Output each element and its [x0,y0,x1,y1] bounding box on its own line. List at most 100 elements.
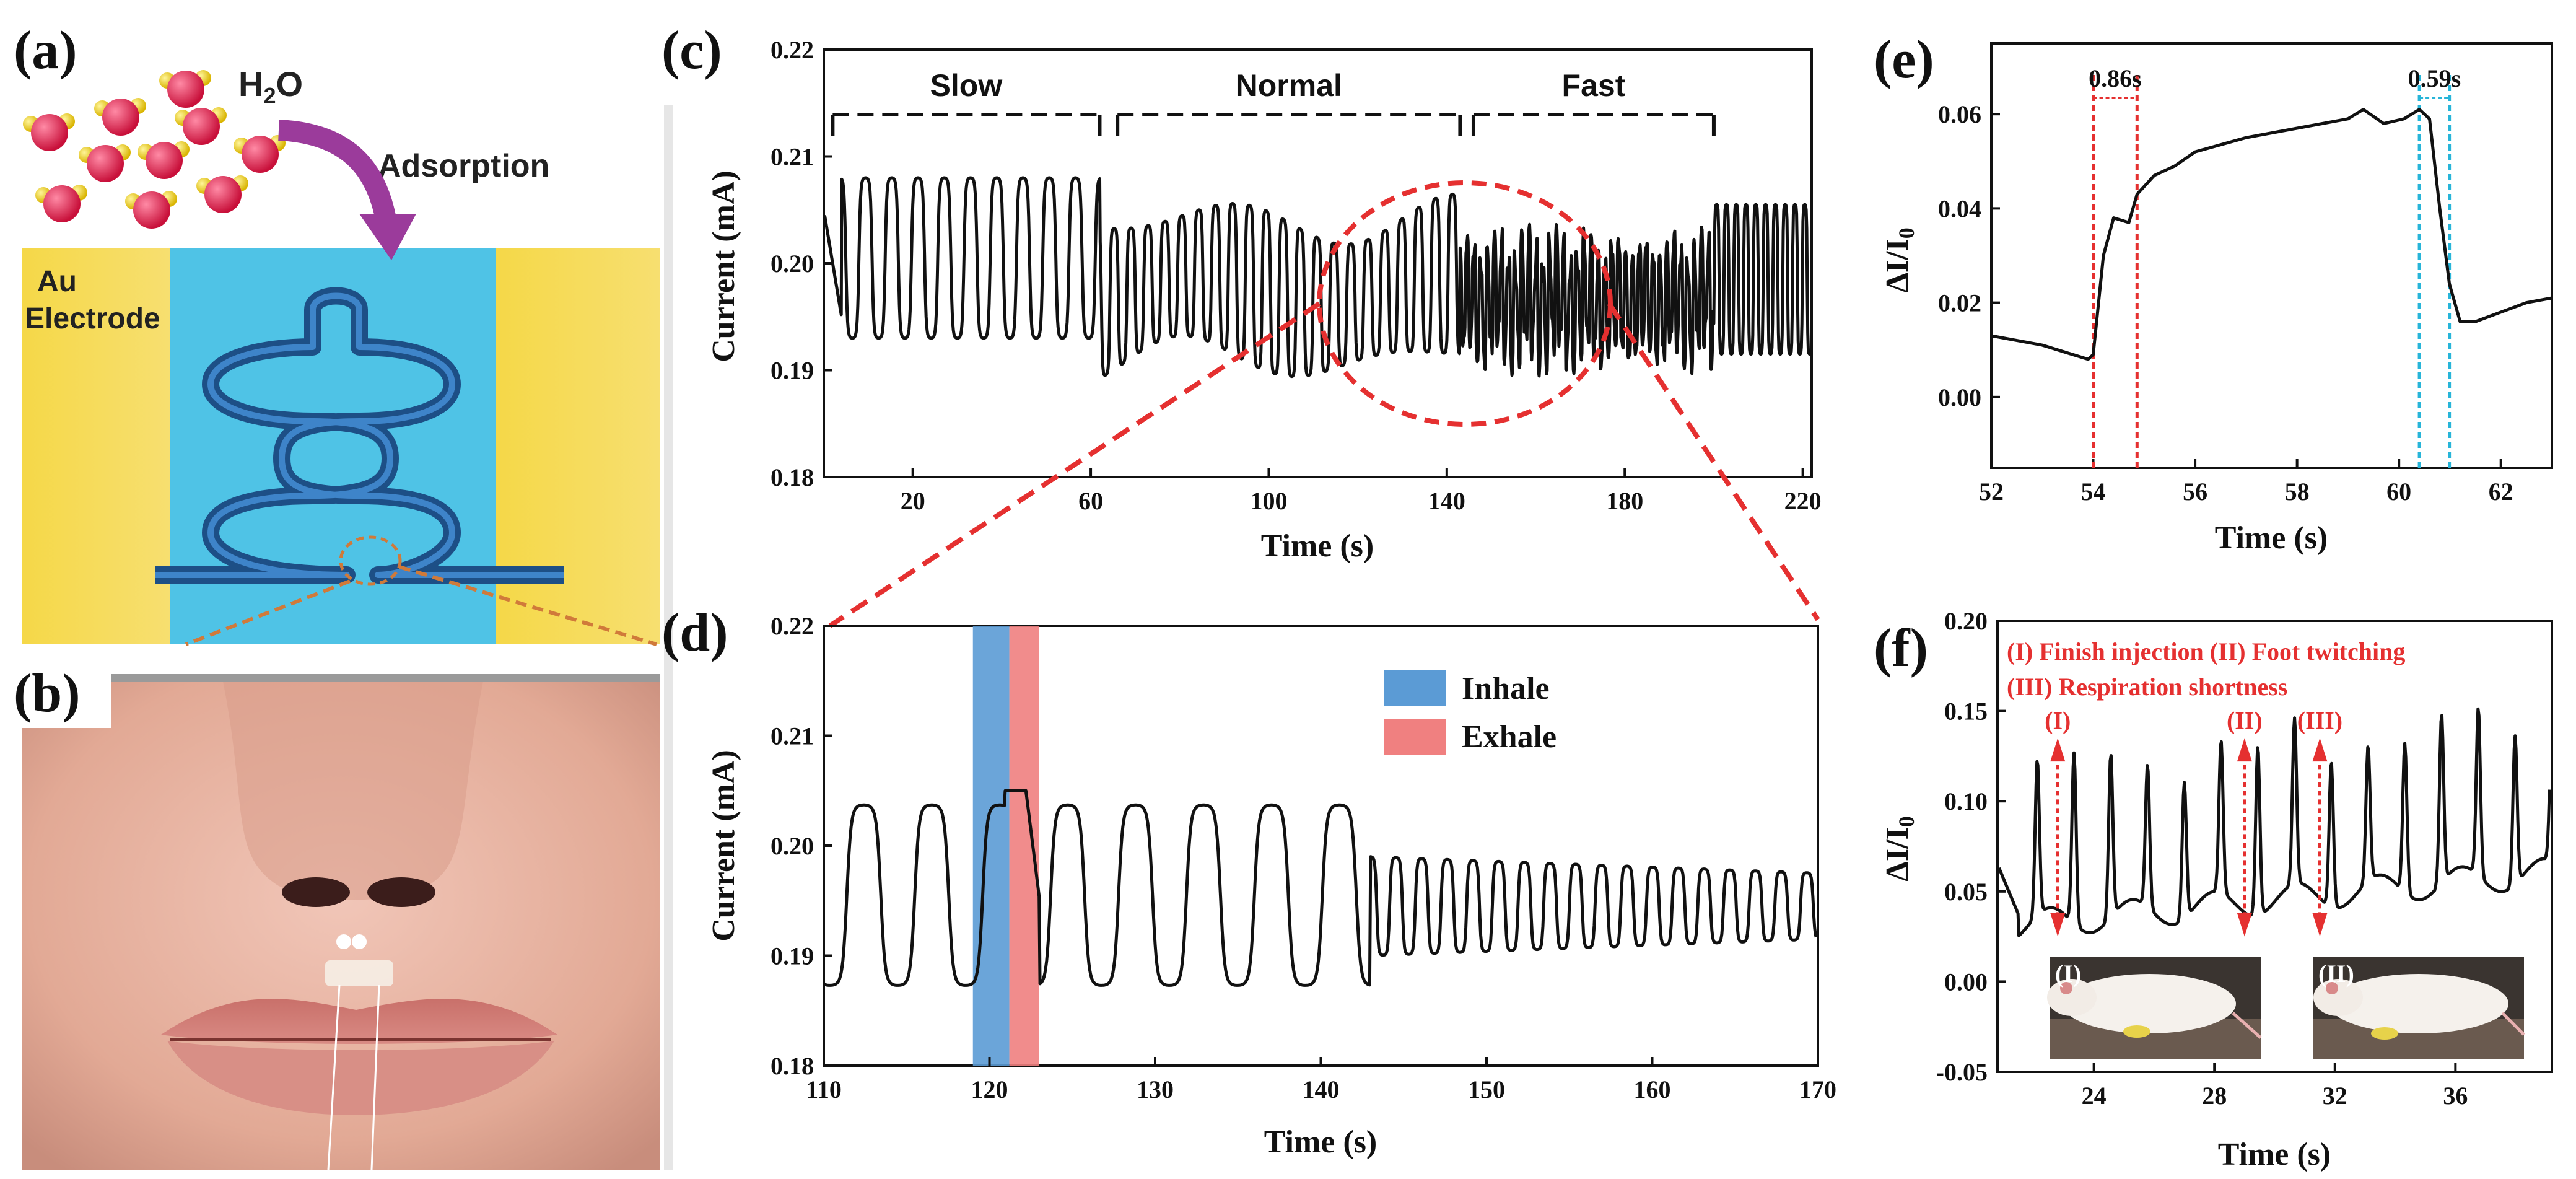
zoom-line-b [185,579,351,646]
zoom-line-c-d-left [828,301,1321,628]
rat-inset-2: (II) [2313,957,2525,1059]
oxygen-atom [102,99,139,136]
event-arrowhead [2237,913,2252,937]
plot-d-legend-inhale-swatch [1384,670,1446,706]
plot-c-ylabel: Current (mA) [706,170,741,362]
rat-inset-1: (I) [2047,957,2262,1059]
sensor-patch [325,960,393,986]
plot-c-ticks: 20 60 100 140 180 220 0.18 0.19 0.20 0.21 0.22 [771,36,1822,515]
annotation-label: 0.59s [2408,64,2461,92]
plot-f-series-response [1997,707,2551,937]
plot-f-ylabel: ΔI/I0 [1880,816,1919,882]
panel-b-label: (b) [14,664,81,724]
x-tick-label: 36 [2443,1082,2468,1110]
panel-b: (b) [6,657,660,1170]
x-tick-label: 58 [2285,478,2310,506]
x-tick-label: 220 [1784,487,1822,515]
y-tick-label: 0.21 [771,722,814,750]
adsorption-arrowhead [359,214,416,260]
x-tick-label: 110 [806,1076,842,1103]
oxygen-atom [183,108,220,145]
panel-c-label: (c) [661,20,722,81]
panel-a-label: (a) [14,20,77,81]
oxygen-atom [146,142,183,179]
rat-inset-2-label: (II) [2318,960,2354,988]
plot-c-xlabel: Time (s) [1261,528,1374,564]
y-tick-label: 0.20 [771,250,814,278]
x-tick-label: 140 [1303,1076,1340,1103]
plot-f-xlabel: Time (s) [2218,1137,2331,1172]
panel-d-label: (d) [661,603,728,663]
y-tick-label: -0.05 [1936,1058,1988,1086]
plot-f-frame [1996,620,2553,1073]
upper-lip [161,999,557,1044]
event-arrowhead [2312,738,2328,762]
adsorption-arrow [278,120,398,228]
x-tick-label: 150 [1468,1076,1505,1103]
plot-d-legend-exhale: Exhale [1462,719,1557,755]
x-tick-label: 32 [2323,1082,2347,1110]
zoom-line-right [399,565,657,646]
y-tick-label: 0.02 [1938,289,1981,317]
plot-f-legend-line-1: (I) Finish injection (II) Foot twitching [2007,638,2405,665]
x-tick-label: 170 [1799,1076,1836,1103]
x-tick-label: 28 [2202,1082,2227,1110]
event-label: (I) [2045,707,2071,735]
y-tick-label: 0.21 [771,143,814,171]
y-tick-label: 0.20 [1944,607,1988,635]
y-tick-label: 0.15 [1944,698,1988,725]
x-tick-label: 60 [2386,478,2411,506]
event-label: (II) [2227,707,2263,735]
oxygen-atom [242,136,279,173]
plot-e-frame [1990,42,2553,469]
segment-label: Slow [930,68,1003,103]
x-tick-label: 140 [1428,487,1465,515]
nostril-right [367,877,435,907]
panel-e-label: (e) [1874,30,1934,90]
y-tick-label: 0.05 [1944,878,1988,906]
panel-e: 52 54 56 58 60 620.000.020.040.06 0.86s 0.59s … [1874,30,2553,556]
sensor-wire-2 [370,984,380,1170]
molecule-label: H2O [238,64,303,108]
y-tick-label: 0.19 [771,942,814,970]
oxygen-atom [87,145,124,182]
y-tick-label: 0.18 [771,1052,814,1080]
plot-e-ylabel: ΔI/I0 [1880,227,1919,293]
lower-lip [167,1041,554,1115]
adsorption-label: Adsorption [378,148,549,184]
plot-d-ticks: 110 120 130 140 150 160 170 0.18 0.19 0.20 0.21 0.2… [771,612,1836,1103]
water-molecules [23,70,286,229]
plot-d-legend-exhale-swatch [1384,719,1446,755]
x-tick-label: 160 [1634,1076,1671,1103]
plot-f-events: (I) (II) (III) [2045,707,2342,937]
y-tick-label: 0.04 [1938,195,1981,222]
x-tick-label: 130 [1137,1076,1174,1103]
panel-a: Au Electrode H2O Adsorption (a) [14,20,660,646]
plot-e-series-response [1991,108,2552,361]
plot-d-series-current [824,789,1818,987]
x-tick-label: 20 [901,487,925,515]
annotation-label: 0.86s [2089,64,2142,92]
x-tick-label: 56 [2183,478,2207,506]
oxygen-atom [43,185,81,222]
electrode-label-2: Electrode [25,302,160,335]
y-tick-label: 0.20 [771,832,814,860]
x-tick-label: 120 [971,1076,1008,1103]
nostril-left [282,877,350,907]
au-electrode-right [496,248,660,644]
x-tick-label: 60 [1078,487,1103,515]
zoom-circle [339,535,402,586]
y-tick-label: 0.10 [1944,787,1988,815]
x-tick-label: 180 [1606,487,1643,515]
face-photo-top-bar [22,674,660,682]
x-tick-label: 52 [1979,478,2004,506]
plot-c-series-current [823,176,1812,379]
oxygen-atom [167,71,204,108]
sensor-dot-2 [352,934,367,949]
oxygen-atom [133,191,170,229]
plot-d-legend-inhale: Inhale [1462,671,1550,706]
y-tick-label: 0.19 [771,357,814,385]
plot-f-ticks: 24 28 32 36 -0.05 0.00 0.05 0.10 0.15 0.20 [1936,607,2468,1110]
panel-b-label-bg [6,657,111,728]
oxygen-atom [31,114,68,151]
